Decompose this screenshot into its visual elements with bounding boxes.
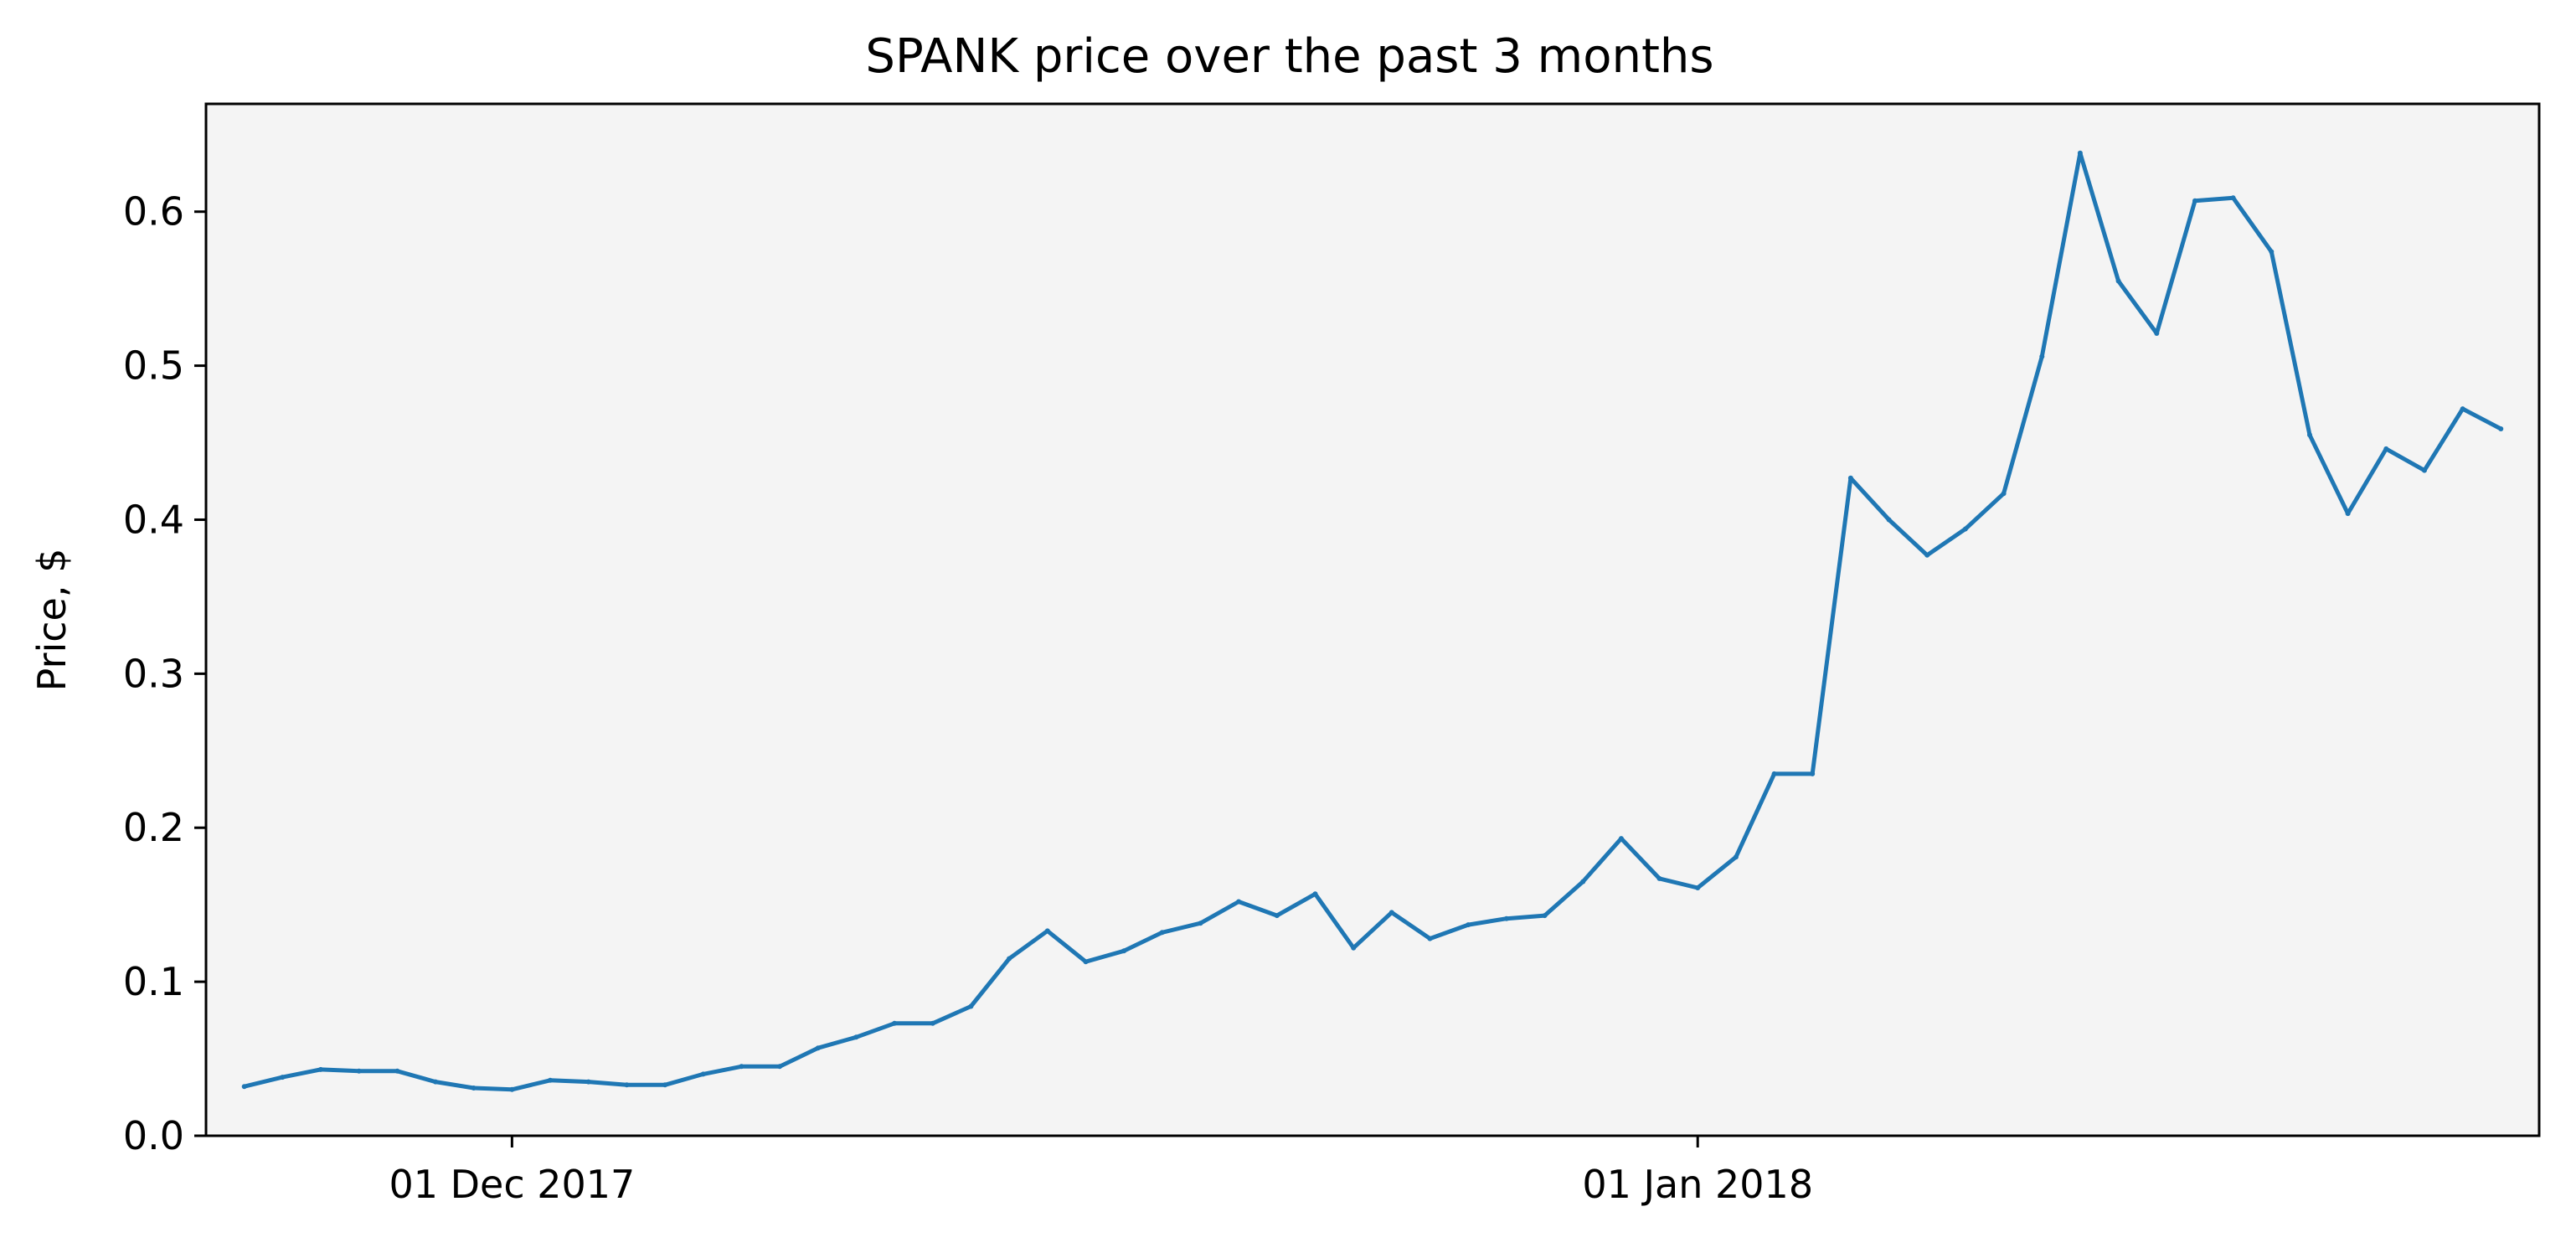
x-tick-label: 01 Dec 2017 — [389, 1162, 635, 1207]
data-point — [624, 1082, 630, 1088]
series-line — [242, 151, 2503, 1092]
data-point — [2192, 198, 2197, 204]
data-point — [892, 1020, 898, 1026]
data-point — [1236, 899, 1242, 905]
data-point — [2115, 278, 2121, 284]
data-point — [1044, 928, 1050, 934]
data-point — [1810, 771, 1816, 776]
data-point — [662, 1082, 668, 1088]
data-point — [1007, 956, 1012, 962]
data-point — [2498, 426, 2504, 431]
data-point — [1924, 552, 1930, 558]
data-point — [2307, 432, 2312, 438]
chart-title: SPANK price over the past 3 months — [865, 29, 1713, 84]
data-point — [1542, 913, 1548, 919]
data-point — [2383, 446, 2389, 451]
data-point — [394, 1068, 400, 1074]
data-point — [1388, 910, 1394, 915]
plot-area — [206, 104, 2539, 1136]
data-point — [2230, 195, 2236, 201]
data-point — [1847, 475, 1853, 481]
data-point — [2077, 150, 2083, 156]
data-point — [318, 1066, 323, 1072]
y-tick-label: 0.6 — [123, 189, 184, 235]
data-point — [2269, 249, 2275, 255]
data-point — [2422, 467, 2427, 473]
y-axis-label: Price, $ — [29, 549, 75, 692]
data-point — [777, 1064, 783, 1070]
data-point — [1427, 936, 1433, 941]
data-point — [1351, 945, 1357, 951]
y-tick-label: 0.5 — [123, 343, 184, 389]
y-tick-label: 0.3 — [123, 651, 184, 696]
data-point — [1121, 948, 1127, 954]
data-point — [1656, 875, 1662, 881]
data-point — [815, 1045, 821, 1051]
y-tick-label: 0.0 — [123, 1113, 184, 1158]
data-point — [280, 1075, 286, 1080]
data-point — [2460, 406, 2465, 412]
data-point — [853, 1034, 859, 1040]
data-point — [1886, 517, 1892, 523]
data-point — [700, 1071, 706, 1077]
data-point — [1695, 885, 1701, 890]
data-point — [930, 1020, 935, 1026]
y-axis-ticks: 0.0 0.1 0.2 0.3 0.4 0.5 0.6 — [123, 189, 206, 1158]
data-point — [968, 1003, 974, 1009]
data-point — [356, 1068, 362, 1074]
data-point — [2001, 491, 2007, 497]
data-point — [1771, 771, 1777, 776]
data-point — [1733, 854, 1739, 860]
data-point — [1198, 921, 1203, 926]
data-points — [241, 150, 2504, 1092]
data-point — [1503, 915, 1509, 921]
data-point — [548, 1077, 553, 1083]
data-point — [1618, 836, 1624, 842]
data-point — [1083, 959, 1089, 965]
data-point — [1159, 930, 1165, 936]
data-point — [509, 1086, 515, 1092]
plot-frame — [204, 102, 2541, 1137]
data-point — [585, 1079, 591, 1085]
x-tick-label: 01 Jan 2018 — [1582, 1162, 1813, 1207]
data-point — [739, 1064, 744, 1070]
x-axis-ticks: 01 Dec 2017 01 Jan 2018 — [389, 1136, 1813, 1207]
data-point — [1962, 526, 1968, 532]
data-point — [2154, 331, 2160, 336]
data-point — [1274, 913, 1280, 919]
y-tick-label: 0.1 — [123, 959, 184, 1004]
data-point — [1312, 891, 1318, 897]
data-point — [2039, 353, 2045, 359]
data-point — [433, 1079, 438, 1085]
data-point — [471, 1086, 477, 1091]
data-point — [1580, 879, 1586, 884]
y-tick-label: 0.2 — [123, 805, 184, 850]
data-point — [241, 1084, 247, 1090]
y-tick-label: 0.4 — [123, 497, 184, 542]
data-point — [1466, 922, 1471, 928]
data-point — [2345, 511, 2351, 517]
